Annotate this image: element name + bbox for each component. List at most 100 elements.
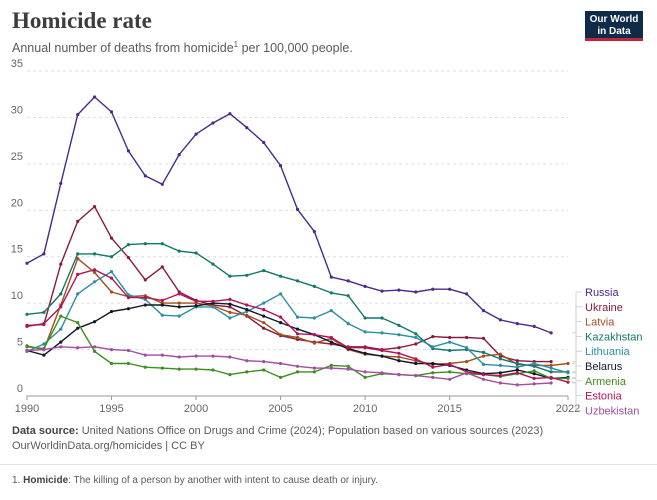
- legend-label-belarus: Belarus: [585, 361, 623, 373]
- data-point: [194, 304, 198, 308]
- data-point: [177, 367, 181, 371]
- data-point: [414, 357, 418, 361]
- data-point: [515, 322, 519, 326]
- data-point: [346, 322, 350, 326]
- data-point: [363, 370, 367, 374]
- y-tick-label: 25: [11, 151, 23, 163]
- legend-connector: [572, 365, 582, 378]
- data-point: [481, 336, 486, 340]
- data-point: [109, 348, 114, 352]
- data-point: [481, 373, 486, 377]
- data-point: [346, 294, 350, 298]
- data-point: [143, 365, 147, 369]
- data-point: [143, 296, 147, 300]
- data-point: [532, 382, 536, 386]
- data-point: [25, 261, 29, 265]
- data-point: [498, 381, 502, 385]
- data-point: [245, 370, 249, 374]
- data-point: [211, 368, 215, 372]
- data-point: [211, 262, 215, 266]
- data-point: [448, 348, 452, 353]
- data-point: [515, 368, 519, 372]
- data-point: [25, 348, 29, 353]
- data-point: [245, 126, 249, 130]
- data-point: [228, 310, 232, 314]
- data-point: [160, 303, 164, 307]
- footnote-number: 1.: [12, 475, 21, 486]
- data-point: [312, 284, 316, 288]
- data-point: [380, 354, 384, 358]
- data-point: [76, 292, 80, 296]
- footnote-ref[interactable]: 1: [233, 40, 239, 49]
- data-point: [109, 255, 114, 259]
- data-point: [42, 310, 46, 314]
- data-point: [211, 121, 215, 125]
- data-point: [498, 374, 502, 378]
- data-point: [363, 375, 367, 379]
- data-point: [279, 274, 283, 278]
- data-point: [245, 313, 249, 317]
- data-point: [515, 371, 519, 375]
- data-point: [397, 359, 401, 363]
- data-point: [295, 207, 300, 211]
- data-point: [126, 149, 130, 153]
- data-point: [93, 95, 97, 99]
- data-point: [431, 361, 435, 366]
- data-point: [177, 249, 181, 253]
- data-point: [177, 153, 181, 157]
- y-tick-label: 5: [17, 337, 23, 349]
- series-line-ukraine: [26, 205, 552, 363]
- data-point: [329, 366, 333, 370]
- data-point: [448, 287, 452, 291]
- data-point: [414, 374, 418, 378]
- x-tick-label: 1995: [99, 403, 123, 415]
- data-point: [380, 289, 384, 293]
- data-point: [498, 352, 502, 356]
- x-tick-label: 2022: [556, 403, 580, 415]
- data-point: [380, 371, 384, 375]
- y-tick-label: 15: [11, 244, 23, 256]
- data-point: [532, 364, 536, 368]
- data-point: [160, 182, 164, 186]
- data-point: [431, 287, 435, 291]
- data-point: [279, 361, 283, 366]
- data-point: [329, 363, 333, 367]
- data-point: [363, 284, 367, 288]
- data-point: [448, 340, 452, 344]
- data-point: [431, 345, 435, 349]
- data-point: [245, 359, 249, 363]
- series-line-uzbekistan: [26, 346, 552, 386]
- data-point: [59, 345, 63, 349]
- data-point: [59, 305, 63, 309]
- owid-logo[interactable]: Our World in Data: [585, 11, 643, 41]
- source-link[interactable]: OurWorldinData.org/homicides: [12, 440, 163, 452]
- data-point: [397, 333, 401, 337]
- data-point: [295, 332, 300, 336]
- data-point: [549, 360, 553, 364]
- data-point: [143, 278, 147, 282]
- data-point: [295, 364, 300, 368]
- line-chart: 0 5 10 15 20 25 30 35 1990 1995 2000 2005 2010 2015 20…: [11, 58, 643, 417]
- logo-line2: in Data: [597, 25, 631, 37]
- data-point: [414, 332, 418, 336]
- data-point: [329, 335, 333, 340]
- subtitle-text: Annual number of deaths from homicide: [12, 41, 234, 56]
- data-point: [481, 350, 486, 354]
- data-point: [42, 342, 46, 346]
- footnote-term: Homicide: [23, 475, 69, 486]
- data-point: [211, 305, 215, 309]
- data-point: [211, 299, 215, 303]
- data-point: [566, 380, 570, 384]
- data-point: [295, 279, 300, 283]
- data-point: [397, 355, 401, 359]
- data-point: [312, 230, 316, 234]
- data-point: [414, 361, 418, 366]
- data-point: [532, 361, 536, 366]
- footnote: 1. Homicide: The killing of a person by …: [12, 475, 378, 486]
- x-tick-label: 2010: [353, 403, 377, 415]
- data-point: [262, 360, 266, 364]
- data-point: [262, 314, 266, 318]
- data-point: [414, 290, 418, 294]
- data-point: [160, 242, 164, 246]
- data-point: [126, 307, 130, 311]
